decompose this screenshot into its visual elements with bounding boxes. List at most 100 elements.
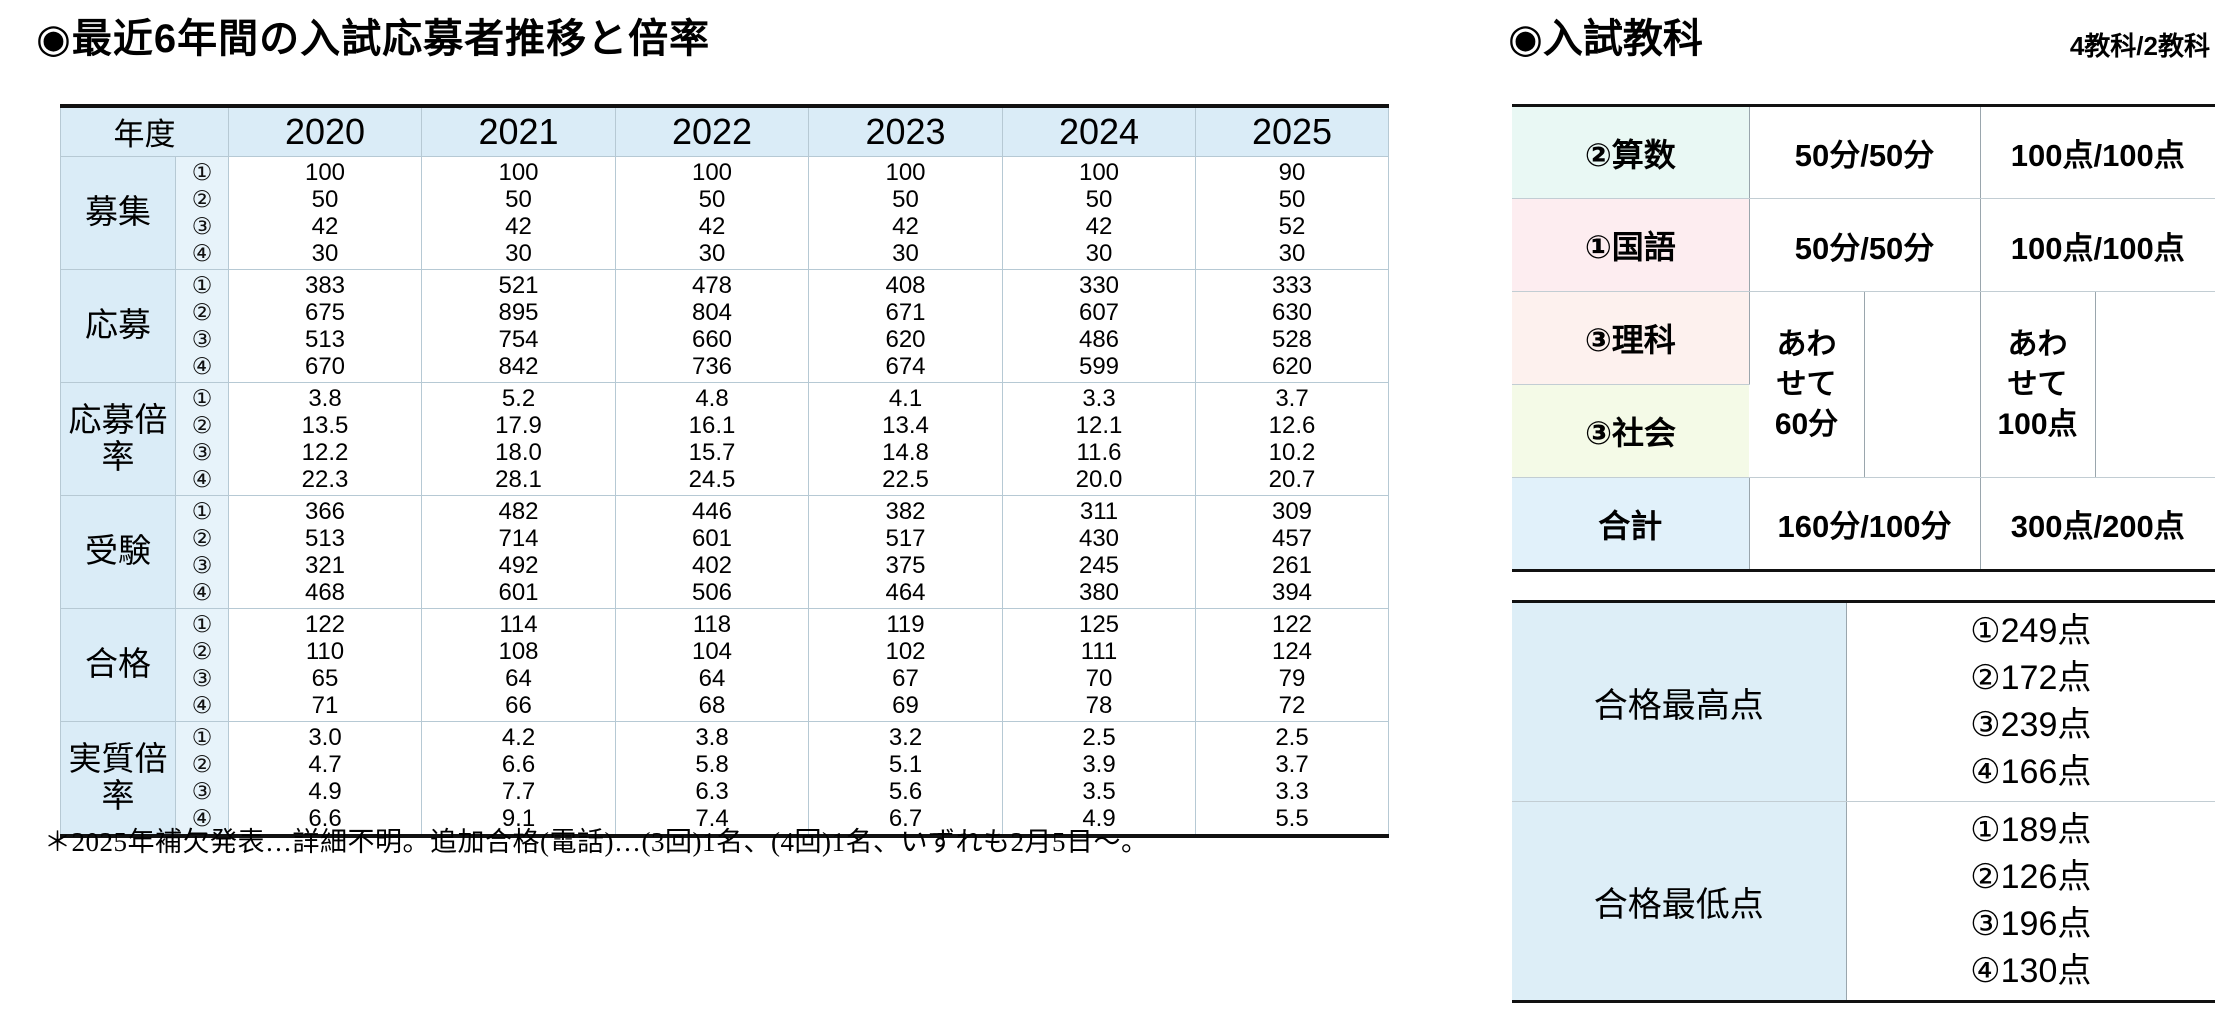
value: 122 (304, 610, 346, 638)
value: 52 (1278, 212, 1306, 240)
value: 492 (498, 551, 539, 579)
value: 620 (1271, 352, 1313, 380)
value: 42 (698, 212, 726, 240)
value: 366 (304, 497, 346, 525)
value: 15.7 (688, 438, 736, 466)
value: 601 (498, 578, 539, 606)
subjects-format-note: 4教科/2教科 (2069, 31, 2210, 61)
value: 30 (1278, 239, 1306, 267)
value: 478 (691, 271, 733, 299)
combined-points-cell: あわ せて 100点 (1980, 291, 2096, 478)
value: 125 (1078, 610, 1120, 638)
value: 9.1 (501, 804, 536, 832)
round-badge: ② (191, 750, 213, 777)
value: 430 (1078, 524, 1120, 552)
value: 69 (892, 691, 919, 719)
value: 599 (1078, 352, 1120, 380)
round-badge: ④ (191, 465, 213, 492)
value: 30 (505, 239, 532, 267)
metric-row: 応募 ① ② ③ ④ 383 675 513 670 521 895 754 842 478 804 660 7… (60, 268, 1389, 383)
subject-label: 合計 (1512, 477, 1750, 571)
value: 3.0 (308, 723, 342, 751)
year-values-cell: 4.8 16.1 15.7 24.5 (615, 381, 809, 496)
value: 7.7 (501, 777, 536, 805)
value: 50 (1085, 185, 1113, 213)
score-values-cell: ①189点 ②126点 ③196点 ④130点 (1846, 801, 2215, 1002)
value: 6.3 (695, 777, 729, 805)
year-values-cell: 100 50 42 30 (615, 155, 809, 270)
round-badge: ① (191, 610, 213, 637)
subject-points: 100点/100点 (1980, 198, 2216, 292)
subjects-table-wrap: ②算数 50分/50分 100点/100点 ①国語 50分/50分 100点/1… (1512, 104, 2216, 572)
value: 50 (698, 185, 726, 213)
value: 675 (304, 298, 346, 326)
subject-label: ③理科 (1512, 291, 1750, 385)
year-values-cell: 3.2 5.1 5.6 6.7 (808, 720, 1003, 836)
round-badge: ① (191, 723, 213, 750)
value: 5.1 (888, 750, 923, 778)
value: 446 (691, 497, 733, 525)
year-values-cell: 114 108 64 66 (421, 607, 616, 722)
round-badge: ① (191, 497, 213, 524)
subject-label: ①国語 (1512, 198, 1750, 292)
year-values-cell: 119 102 67 69 (808, 607, 1003, 722)
value: 394 (1271, 578, 1313, 606)
value: 114 (499, 610, 538, 638)
value: 12.6 (1268, 411, 1316, 439)
value: 660 (691, 325, 733, 353)
empty-time-cell (1864, 291, 1981, 478)
metric-label: 合格 (60, 607, 176, 722)
admissions-table: 年度 2020 2021 2022 2023 2024 2025 募集 ① ② ③ ④ 100 50 4… (60, 104, 1389, 838)
value: 30 (892, 239, 919, 267)
value: 110 (305, 637, 345, 665)
value: 100 (691, 158, 733, 186)
value: 28.1 (495, 465, 542, 493)
round-badge: ① (191, 384, 213, 411)
value: 5.6 (888, 777, 923, 805)
round-badge: ③ (191, 551, 213, 578)
year-values-cell: 408 671 620 674 (808, 268, 1003, 383)
year-values-cell: 3.0 4.7 4.9 6.6 (228, 720, 422, 836)
value: 100 (498, 158, 539, 186)
year-values-cell: 125 111 70 78 (1002, 607, 1196, 722)
value: 10.2 (1268, 438, 1316, 466)
value: 736 (691, 352, 733, 380)
score-line: ④166点 (1970, 753, 2092, 791)
value: 4.9 (1082, 804, 1116, 832)
year-values-cell: 482 714 492 601 (421, 494, 616, 609)
subject-time: 160分/100分 (1749, 477, 1981, 571)
value: 5.8 (695, 750, 729, 778)
value: 670 (304, 352, 346, 380)
year-header: 2022 (615, 105, 809, 157)
footnote: ＊2025年補欠発表…詳細不明。追加合格(電話)…(3回)1名、(4回)1名、い… (44, 827, 1149, 857)
value: 333 (1271, 271, 1313, 299)
value: 311 (1079, 497, 1119, 525)
combined-time-cell: あわ せて 60分 (1749, 291, 1865, 478)
value: 67 (892, 664, 919, 692)
value: 4.2 (501, 723, 536, 751)
year-values-cell: 4.1 13.4 14.8 22.5 (808, 381, 1003, 496)
value: 804 (691, 298, 733, 326)
value: 464 (885, 578, 926, 606)
round-badge: ① (191, 158, 213, 185)
round-badge: ④ (191, 352, 213, 379)
value: 13.5 (301, 411, 349, 439)
metric-label: 応募倍率 (60, 381, 176, 496)
value: 50 (505, 185, 532, 213)
score-line: ①249点 (1970, 612, 2092, 650)
value: 402 (691, 551, 733, 579)
year-values-cell: 330 607 486 599 (1002, 268, 1196, 383)
value: 12.1 (1075, 411, 1123, 439)
value: 20.7 (1268, 465, 1316, 493)
value: 122 (1271, 610, 1313, 638)
score-line: ③239点 (1970, 706, 2092, 744)
value: 124 (1271, 637, 1313, 665)
subject-points: 100点/100点 (1980, 105, 2216, 199)
value: 3.8 (695, 723, 729, 751)
year-values-cell: 366 513 321 468 (228, 494, 422, 609)
value: 11.6 (1076, 438, 1122, 466)
value: 408 (885, 271, 926, 299)
